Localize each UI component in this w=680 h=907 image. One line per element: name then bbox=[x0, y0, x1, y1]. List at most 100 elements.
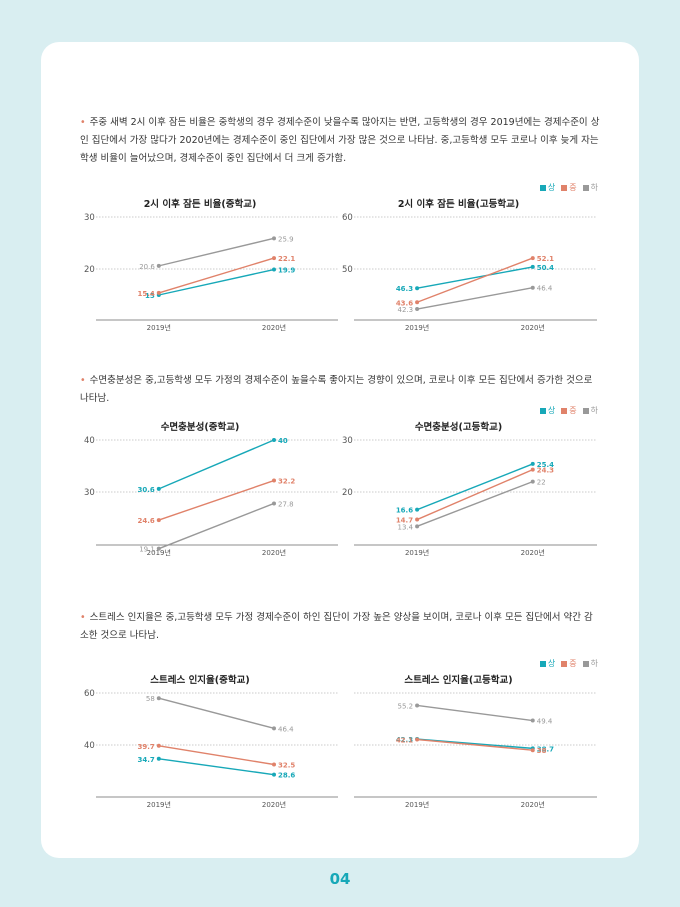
x-tick-label: 2019년 bbox=[147, 323, 171, 332]
content-card bbox=[41, 42, 639, 858]
series-line bbox=[417, 738, 533, 750]
y-tick-label: 60 bbox=[342, 213, 353, 223]
chart-title: 스트레스 인지율(고등학교) bbox=[404, 674, 512, 686]
legend-item-low: 하 bbox=[582, 182, 598, 193]
data-label: 42.1 bbox=[396, 737, 413, 745]
chart-title: 수면충분성(고등학교) bbox=[415, 421, 502, 433]
legend-item-low: 하 bbox=[582, 405, 598, 416]
data-label: 42.3 bbox=[398, 306, 414, 314]
y-tick-label: 30 bbox=[84, 488, 95, 498]
series-line bbox=[158, 745, 275, 766]
x-tick-label: 2020년 bbox=[262, 548, 286, 557]
series-line bbox=[158, 758, 275, 776]
chart-title: 2시 이후 잠든 비율(중학교) bbox=[144, 198, 257, 210]
y-tick-label: 20 bbox=[342, 488, 353, 498]
legend-label: 상 bbox=[547, 183, 556, 192]
data-point bbox=[156, 696, 161, 701]
x-tick-label: 2019년 bbox=[405, 323, 429, 332]
data-label: 42.3 bbox=[396, 736, 413, 744]
x-tick-label: 2020년 bbox=[521, 548, 545, 557]
data-label: 52.1 bbox=[537, 255, 554, 263]
series-line bbox=[416, 266, 533, 289]
legend-label: 상 bbox=[547, 406, 556, 415]
data-label: 15.4 bbox=[138, 290, 155, 298]
legend-item-mid: 중 bbox=[561, 658, 577, 669]
data-label: 16.6 bbox=[396, 507, 413, 515]
y-tick-label: 40 bbox=[84, 741, 95, 751]
x-tick-label: 2020년 bbox=[521, 800, 545, 809]
series-line bbox=[158, 257, 275, 294]
data-label: 25.9 bbox=[278, 235, 294, 243]
x-tick-label: 2020년 bbox=[262, 800, 286, 809]
data-label: 19.1 bbox=[139, 546, 155, 554]
chart-title: 2시 이후 잠든 비율(고등학교) bbox=[398, 198, 519, 210]
data-label: 32.5 bbox=[278, 762, 295, 770]
data-point bbox=[272, 438, 276, 442]
data-point bbox=[272, 267, 276, 272]
legend-label: 중 bbox=[569, 406, 577, 415]
x-tick-label: 2019년 bbox=[405, 548, 429, 557]
data-label: 19.9 bbox=[278, 267, 295, 275]
series-line bbox=[416, 257, 533, 303]
legend-item-low: 하 bbox=[582, 658, 598, 669]
data-point bbox=[272, 772, 276, 777]
paragraph-sleep-sufficiency: • 수면충분성은 중,고등학생 모두 가정의 경제수준이 높을수록 좋아지는 경향… bbox=[80, 372, 600, 408]
data-point bbox=[530, 461, 535, 466]
series-line bbox=[417, 704, 533, 722]
bullet-icon: • bbox=[80, 375, 86, 386]
data-point bbox=[156, 290, 161, 295]
legend: 상 중 하 bbox=[539, 182, 598, 193]
x-tick-label: 2019년 bbox=[405, 800, 429, 809]
series-line bbox=[416, 480, 534, 527]
y-tick-label: 60 bbox=[84, 689, 95, 699]
data-point bbox=[530, 256, 535, 261]
bullet-icon: • bbox=[80, 117, 86, 128]
legend-swatch bbox=[582, 660, 589, 667]
data-point bbox=[272, 236, 276, 241]
data-label: 22.1 bbox=[278, 255, 295, 263]
legend-swatch bbox=[561, 184, 568, 191]
data-label: 39.7 bbox=[138, 743, 155, 751]
data-label: 43.6 bbox=[396, 299, 413, 307]
legend: 상 중 하 bbox=[539, 658, 598, 669]
data-label: 58 bbox=[146, 695, 155, 703]
data-point bbox=[415, 307, 420, 312]
x-tick-label: 2020년 bbox=[521, 323, 545, 332]
x-tick-label: 2020년 bbox=[262, 323, 286, 332]
data-point bbox=[530, 285, 535, 290]
paragraph-sleep-late: • 주중 새벽 2시 이후 잠든 비율은 중학생의 경우 경제수준이 낮을수록 많… bbox=[80, 114, 600, 168]
legend-swatch bbox=[582, 184, 589, 191]
data-label: 38.7 bbox=[537, 745, 554, 753]
paragraph-text: 주중 새벽 2시 이후 잠든 비율은 중학생의 경우 경제수준이 낮을수록 많아… bbox=[80, 117, 600, 164]
data-point bbox=[530, 748, 535, 753]
legend-label: 하 bbox=[590, 659, 598, 668]
data-point bbox=[415, 737, 420, 742]
series-line bbox=[416, 287, 533, 310]
legend-label: 중 bbox=[569, 659, 577, 668]
chart-title: 수면충분성(중학교) bbox=[161, 421, 240, 433]
data-point bbox=[415, 507, 420, 512]
y-tick-label: 40 bbox=[84, 436, 95, 446]
legend-label: 상 bbox=[547, 659, 556, 668]
data-point bbox=[415, 300, 420, 305]
series-line bbox=[158, 502, 275, 550]
data-point bbox=[415, 524, 420, 529]
data-label: 40 bbox=[278, 437, 288, 445]
legend-item-high: 상 bbox=[539, 658, 556, 669]
data-label: 32.2 bbox=[278, 478, 295, 486]
paragraph-stress: • 스트레스 인지율은 중,고등학생 모두 가정 경제수준이 하인 집단이 가장 … bbox=[80, 609, 600, 645]
data-point bbox=[530, 467, 535, 472]
legend-item-high: 상 bbox=[539, 182, 556, 193]
data-point bbox=[156, 486, 161, 491]
data-label: 15 bbox=[145, 292, 155, 300]
data-point bbox=[156, 756, 161, 761]
legend: 상 중 하 bbox=[539, 405, 598, 416]
page-number: 04 bbox=[329, 870, 351, 888]
chart-title: 스트레스 인지율(중학교) bbox=[150, 674, 249, 686]
data-label: 30.6 bbox=[138, 486, 155, 494]
legend-swatch bbox=[561, 407, 568, 414]
data-label: 20.6 bbox=[139, 263, 155, 271]
data-label: 22 bbox=[537, 479, 546, 487]
data-label: 46.4 bbox=[278, 725, 294, 733]
data-point bbox=[272, 256, 276, 261]
